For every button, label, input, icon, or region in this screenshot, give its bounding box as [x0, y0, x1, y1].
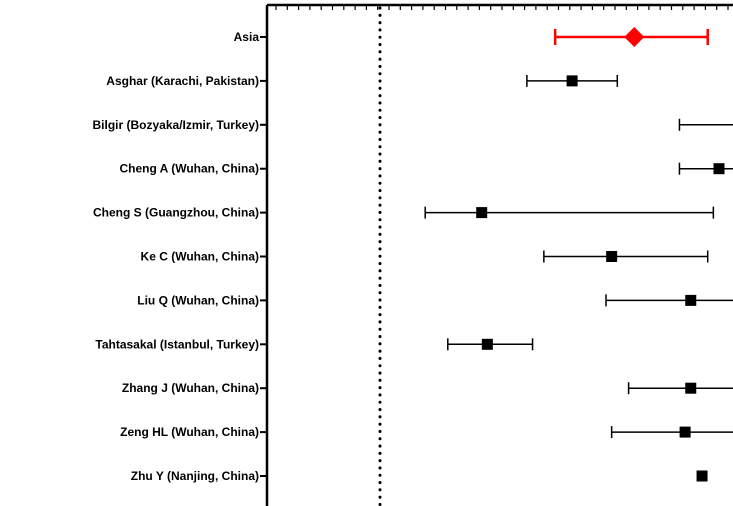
row-tahtasakal-istanbul-turkey: Tahtasakal (Istanbul, Turkey) [95, 337, 534, 351]
point-estimate [476, 207, 488, 219]
row-ke-c-wuhan-china: Ke C (Wuhan, China) [141, 250, 709, 264]
point-estimate [481, 338, 493, 350]
point-estimate [685, 382, 697, 394]
row-liu-q-wuhan-china: Liu Q (Wuhan, China) [137, 293, 733, 307]
row-zhang-j-wuhan-china: Zhang J (Wuhan, China) [122, 381, 733, 395]
row-asghar-karachi-pakistan: Asghar (Karachi, Pakistan) [106, 74, 619, 88]
point-estimate [679, 426, 691, 438]
row-label: Bilgir (Bozyaka/Izmir, Turkey) [93, 118, 260, 132]
row-cheng-s-guangzhou-china: Cheng S (Guangzhou, China) [93, 206, 715, 220]
row-label: Cheng A (Wuhan, China) [119, 162, 259, 176]
point-estimate [685, 294, 697, 306]
row-cheng-a-wuhan-china: Cheng A (Wuhan, China) [119, 162, 733, 176]
row-label: Asia [234, 30, 260, 44]
row-label: Tahtasakal (Istanbul, Turkey) [95, 337, 259, 351]
row-label: Liu Q (Wuhan, China) [137, 293, 259, 307]
row-label: Zhang J (Wuhan, China) [122, 381, 259, 395]
row-label: Cheng S (Guangzhou, China) [93, 206, 259, 220]
row-bilgir-bozyaka-izmir-turkey: Bilgir (Bozyaka/Izmir, Turkey) [93, 118, 733, 132]
rows-layer: Asia Asghar (Karachi, Pakistan) Bilgir (Bo… [93, 27, 733, 483]
row-label: Zhu Y (Nanjing, China) [131, 469, 259, 483]
row-zeng-hl-wuhan-china: Zeng HL (Wuhan, China) [120, 425, 733, 439]
point-estimate [696, 470, 708, 482]
row-asia: Asia [234, 27, 709, 47]
axis-layer [265, 3, 733, 506]
point-estimate [566, 75, 578, 87]
row-label: Zeng HL (Wuhan, China) [120, 425, 259, 439]
row-label: Asghar (Karachi, Pakistan) [106, 74, 259, 88]
point-estimate [713, 163, 725, 175]
summary-diamond [624, 27, 645, 47]
row-zhu-y-nanjing-china: Zhu Y (Nanjing, China) [131, 469, 708, 483]
point-estimate [606, 251, 618, 262]
row-label: Ke C (Wuhan, China) [141, 250, 259, 264]
